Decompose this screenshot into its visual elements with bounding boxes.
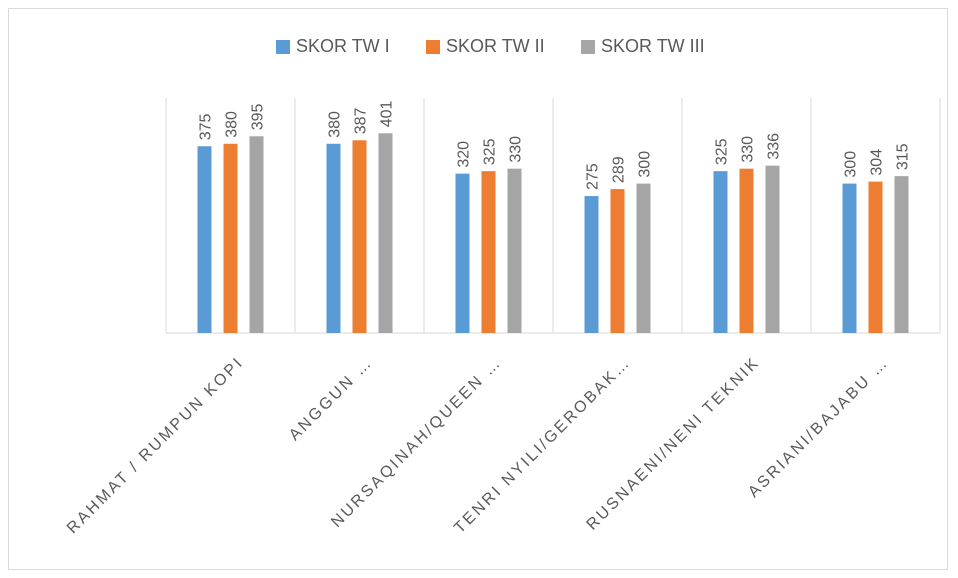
data-label: 325 xyxy=(482,138,499,165)
data-label: 300 xyxy=(637,151,654,178)
bar-2-1 xyxy=(223,143,238,333)
data-label: 395 xyxy=(250,103,267,130)
data-label: 325 xyxy=(714,138,731,165)
bar-3-1 xyxy=(249,136,264,333)
bar-3-3 xyxy=(507,168,522,333)
bar-2-4 xyxy=(610,189,625,333)
data-label: 275 xyxy=(585,163,602,190)
data-label: 380 xyxy=(224,111,241,138)
bar-3-4 xyxy=(636,183,651,333)
bar-2-3 xyxy=(481,171,496,333)
bar-2-5 xyxy=(739,168,754,333)
legend-label-series-3: SKOR TW III xyxy=(601,36,705,56)
bar-3-6 xyxy=(894,176,909,333)
data-label: 315 xyxy=(895,143,912,170)
legend-item-series-3: SKOR TW III xyxy=(581,36,705,57)
legend-label-series-2: SKOR TW II xyxy=(446,36,545,56)
x-tick-label: ASRIANI/BAJABU … xyxy=(745,354,892,501)
legend: SKOR TW I SKOR TW II SKOR TW III xyxy=(0,36,958,60)
data-label: 289 xyxy=(611,156,628,183)
data-label: 330 xyxy=(508,136,525,163)
chart-frame xyxy=(8,8,948,570)
bar-1-1 xyxy=(197,146,212,333)
plot-area: 375 380 395 RAHMAT / RUMPUN KOPI 380 387 401 AN… xyxy=(64,98,941,537)
data-label: 330 xyxy=(740,136,757,163)
bar-3-5 xyxy=(765,165,780,333)
legend-item-series-1: SKOR TW I xyxy=(276,36,390,57)
data-label: 380 xyxy=(327,111,344,138)
bar-1-4 xyxy=(584,196,599,333)
bar-1-2 xyxy=(326,143,341,333)
data-label: 336 xyxy=(766,133,783,160)
legend-swatch-series-2 xyxy=(426,39,440,54)
bar-2-2 xyxy=(352,140,367,333)
bar-1-6 xyxy=(842,183,857,333)
data-label: 320 xyxy=(456,141,473,168)
data-label: 387 xyxy=(353,107,370,134)
data-label: 401 xyxy=(379,101,396,128)
bar-1-3 xyxy=(455,173,470,333)
bar-3-2 xyxy=(378,133,393,333)
data-label: 304 xyxy=(869,149,886,176)
x-tick-label: ANGGUN … xyxy=(286,354,376,444)
bar-1-5 xyxy=(713,171,728,333)
legend-swatch-series-3 xyxy=(581,39,595,54)
x-tick-label: RAHMAT / RUMPUN KOPI xyxy=(64,354,247,537)
data-label: 375 xyxy=(198,113,215,140)
data-label: 300 xyxy=(843,151,860,178)
legend-swatch-series-1 xyxy=(276,39,290,54)
bar-2-6 xyxy=(868,181,883,333)
legend-item-series-2: SKOR TW II xyxy=(426,36,545,57)
legend-label-series-1: SKOR TW I xyxy=(296,36,390,56)
